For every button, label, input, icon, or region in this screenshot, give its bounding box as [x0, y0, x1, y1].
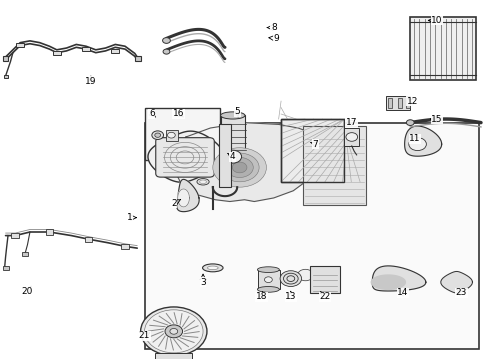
- Polygon shape: [370, 275, 405, 289]
- Bar: [45, 229, 53, 234]
- Circle shape: [406, 120, 413, 126]
- Circle shape: [144, 310, 203, 353]
- Bar: [220, 116, 244, 155]
- Bar: [397, 98, 401, 108]
- Text: 8: 8: [270, 23, 276, 32]
- Circle shape: [220, 153, 259, 182]
- Text: 11: 11: [408, 134, 420, 143]
- Text: 17: 17: [346, 118, 357, 127]
- Circle shape: [141, 307, 206, 356]
- Bar: [82, 47, 90, 51]
- Polygon shape: [177, 189, 189, 207]
- Ellipse shape: [220, 112, 244, 119]
- Circle shape: [163, 49, 169, 54]
- Bar: [219, 125, 231, 187]
- Circle shape: [232, 162, 246, 173]
- Text: 20: 20: [22, 287, 33, 296]
- Circle shape: [225, 157, 253, 177]
- Text: 6: 6: [149, 109, 154, 118]
- Text: 1: 1: [127, 213, 133, 222]
- Text: 23: 23: [455, 288, 466, 297]
- Bar: [281, 119, 344, 182]
- Bar: [165, 130, 177, 140]
- Bar: [135, 56, 141, 60]
- Bar: [281, 119, 344, 182]
- Text: 14: 14: [396, 288, 408, 297]
- Polygon shape: [371, 266, 425, 291]
- Text: 9: 9: [273, 34, 279, 43]
- Text: 12: 12: [406, 96, 418, 105]
- Polygon shape: [404, 126, 441, 156]
- Text: 21: 21: [139, 332, 150, 341]
- Text: 15: 15: [430, 114, 442, 123]
- Text: 19: 19: [85, 77, 97, 86]
- Bar: [111, 49, 119, 53]
- Bar: [84, 237, 92, 242]
- Bar: [121, 244, 129, 249]
- Bar: [22, 252, 28, 256]
- Circle shape: [264, 277, 272, 283]
- Circle shape: [297, 269, 313, 281]
- Text: 3: 3: [200, 278, 205, 287]
- Circle shape: [162, 38, 170, 43]
- Text: 13: 13: [285, 292, 296, 301]
- Bar: [53, 50, 61, 55]
- Circle shape: [155, 133, 160, 137]
- Text: 5: 5: [234, 107, 240, 116]
- Bar: [406, 98, 409, 108]
- Bar: [144, 108, 220, 160]
- Ellipse shape: [199, 180, 206, 184]
- Bar: [387, 98, 391, 108]
- Bar: [11, 233, 19, 238]
- Text: 7: 7: [312, 140, 317, 149]
- Circle shape: [280, 271, 301, 287]
- Text: 4: 4: [229, 152, 235, 161]
- Text: 22: 22: [319, 292, 330, 301]
- Polygon shape: [176, 179, 199, 212]
- Polygon shape: [148, 131, 224, 182]
- Ellipse shape: [207, 266, 218, 270]
- Circle shape: [164, 325, 182, 338]
- Circle shape: [169, 328, 177, 334]
- Text: 2: 2: [171, 199, 176, 208]
- Ellipse shape: [257, 287, 279, 292]
- Bar: [2, 56, 8, 60]
- Polygon shape: [171, 123, 317, 202]
- Circle shape: [167, 132, 175, 138]
- Bar: [385, 96, 409, 110]
- Text: 10: 10: [430, 16, 442, 25]
- Bar: [409, 17, 475, 80]
- FancyBboxPatch shape: [156, 138, 214, 177]
- Bar: [16, 42, 24, 47]
- Circle shape: [212, 148, 266, 187]
- Bar: [2, 266, 9, 270]
- Ellipse shape: [197, 179, 209, 185]
- Bar: [257, 270, 279, 289]
- Bar: [155, 353, 192, 360]
- Bar: [144, 123, 478, 348]
- Bar: [303, 126, 366, 205]
- Circle shape: [345, 133, 357, 141]
- Bar: [344, 128, 358, 146]
- Bar: [3, 75, 8, 78]
- Circle shape: [224, 150, 241, 163]
- Ellipse shape: [202, 264, 223, 272]
- Text: 18: 18: [255, 292, 267, 301]
- Bar: [310, 266, 339, 293]
- Ellipse shape: [257, 267, 279, 273]
- Circle shape: [152, 131, 163, 139]
- Circle shape: [408, 138, 426, 150]
- Text: 16: 16: [173, 109, 184, 118]
- Polygon shape: [440, 271, 471, 293]
